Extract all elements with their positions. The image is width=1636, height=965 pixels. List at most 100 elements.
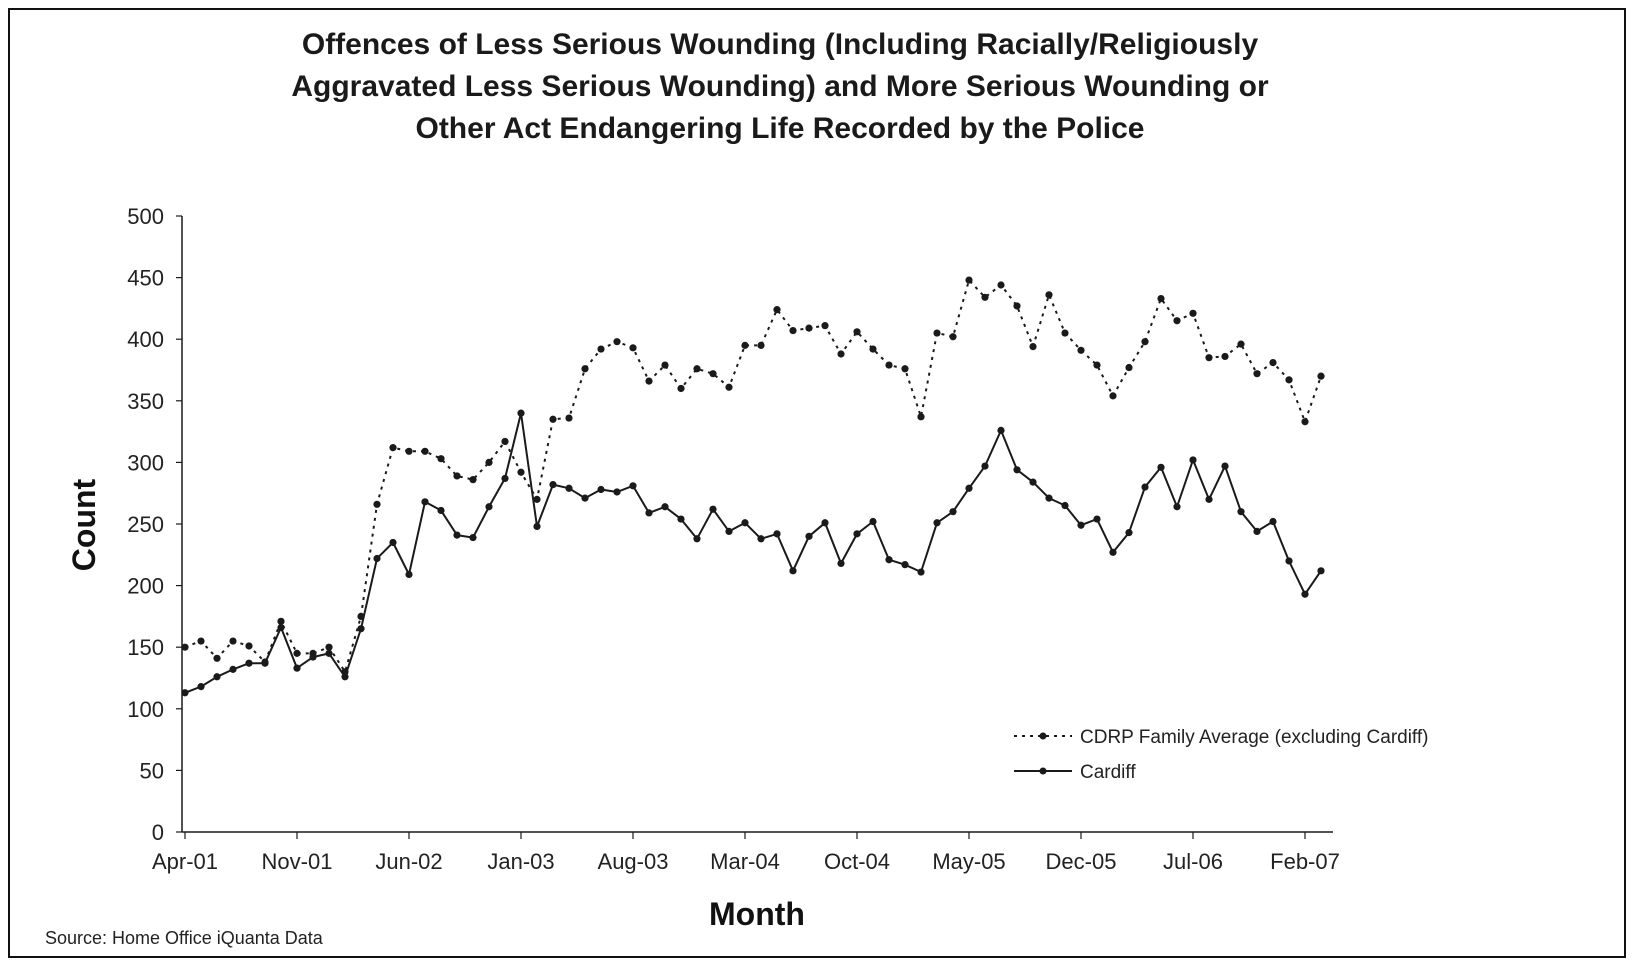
cdrp-point bbox=[1269, 359, 1277, 367]
cardiff-point bbox=[853, 530, 861, 538]
cdrp-point bbox=[453, 472, 461, 480]
cdrp-point bbox=[1237, 340, 1245, 348]
cdrp-point bbox=[741, 341, 749, 349]
cdrp-point bbox=[389, 444, 397, 452]
cdrp-point bbox=[853, 328, 861, 336]
y-axis-title: Count bbox=[66, 478, 102, 571]
cdrp-point bbox=[597, 345, 605, 353]
x-tick-label: Apr-01 bbox=[152, 849, 218, 874]
y-tick-label: 100 bbox=[127, 697, 164, 722]
cdrp-point bbox=[917, 413, 925, 421]
chart-frame bbox=[8, 8, 1626, 958]
x-tick-label: Jan-03 bbox=[487, 849, 554, 874]
cdrp-point bbox=[565, 414, 573, 422]
y-tick-label: 500 bbox=[127, 204, 164, 229]
cdrp-point bbox=[373, 500, 381, 508]
cardiff-point bbox=[485, 503, 493, 511]
cdrp-point bbox=[1061, 329, 1069, 337]
x-tick-label: Nov-01 bbox=[262, 849, 333, 874]
x-tick-label: Mar-04 bbox=[710, 849, 780, 874]
cardiff-point bbox=[773, 530, 781, 538]
cardiff-point bbox=[613, 488, 621, 496]
cardiff-point bbox=[437, 506, 445, 515]
cardiff-point bbox=[421, 498, 429, 506]
legend-marker-cardiff bbox=[1039, 767, 1047, 775]
cdrp-point bbox=[709, 370, 717, 378]
cdrp-point bbox=[869, 345, 877, 353]
cdrp-point bbox=[1285, 376, 1293, 384]
cardiff-line bbox=[184, 412, 1322, 694]
cardiff-point bbox=[341, 673, 349, 681]
x-tick-label: Aug-03 bbox=[598, 849, 669, 874]
cardiff-point bbox=[293, 664, 301, 672]
cardiff-point bbox=[565, 484, 573, 492]
x-tick-label: May-05 bbox=[932, 849, 1005, 874]
cdrp-point bbox=[1173, 317, 1181, 325]
x-axis-title: Month bbox=[709, 896, 805, 932]
cdrp-point bbox=[325, 643, 333, 651]
cardiff-point bbox=[677, 515, 685, 523]
legend-label-cardiff: Cardiff bbox=[1080, 762, 1136, 783]
cdrp-point bbox=[277, 617, 285, 625]
cardiff-point bbox=[373, 554, 381, 563]
cardiff-point bbox=[1317, 567, 1325, 575]
cardiff-point bbox=[357, 625, 365, 633]
cdrp-point bbox=[1029, 342, 1037, 351]
cardiff-point bbox=[181, 689, 189, 697]
y-tick-label: 250 bbox=[127, 512, 164, 537]
cardiff-point bbox=[1141, 483, 1149, 491]
cdrp-point bbox=[837, 350, 845, 358]
cardiff-point bbox=[581, 494, 589, 502]
cardiff-point bbox=[325, 649, 333, 657]
cdrp-point bbox=[1077, 346, 1085, 354]
cardiff-point bbox=[1109, 548, 1117, 556]
cardiff-point bbox=[1157, 463, 1165, 471]
cdrp-point bbox=[501, 437, 509, 446]
cardiff-point bbox=[1045, 494, 1053, 502]
chart-title-line-2: Aggravated Less Serious Wounding) and Mo… bbox=[291, 70, 1269, 103]
cardiff-point bbox=[1013, 466, 1021, 474]
x-tick-label: Dec-05 bbox=[1046, 849, 1117, 874]
cardiff-point bbox=[805, 532, 813, 540]
cdrp-point bbox=[1125, 363, 1133, 372]
cdrp-point bbox=[693, 365, 701, 373]
cdrp-point bbox=[1157, 294, 1165, 303]
cardiff-point bbox=[693, 535, 701, 543]
cdrp-point bbox=[1317, 372, 1325, 380]
chart-title-line-1: Offences of Less Serious Wounding (Inclu… bbox=[302, 28, 1259, 61]
cdrp-point bbox=[1093, 361, 1101, 369]
cardiff-point bbox=[965, 484, 973, 492]
cdrp-point bbox=[1013, 302, 1021, 310]
cardiff-point bbox=[1205, 495, 1213, 503]
cardiff-point bbox=[309, 653, 317, 661]
cdrp-point bbox=[213, 654, 221, 662]
cardiff-point bbox=[821, 519, 829, 527]
cardiff-point bbox=[917, 568, 925, 576]
cardiff-point bbox=[997, 426, 1005, 434]
cdrp-point bbox=[1189, 309, 1197, 317]
legend-marker-cdrp bbox=[1039, 732, 1047, 740]
cdrp-point bbox=[181, 643, 189, 651]
cardiff-point bbox=[1301, 590, 1309, 598]
cardiff-point bbox=[1125, 529, 1133, 537]
cdrp-point bbox=[661, 361, 669, 369]
cardiff-point bbox=[1093, 515, 1101, 523]
cdrp-point bbox=[1045, 291, 1053, 299]
cdrp-point bbox=[885, 361, 893, 369]
cardiff-point bbox=[661, 503, 669, 511]
cardiff-point bbox=[213, 673, 221, 681]
cardiff-point bbox=[629, 482, 637, 490]
legend: CDRP Family Average (excluding Cardiff) … bbox=[1014, 727, 1428, 783]
cdrp-point bbox=[549, 415, 557, 423]
cardiff-point bbox=[645, 509, 653, 517]
cdrp-point bbox=[1253, 370, 1261, 378]
cardiff-point bbox=[597, 485, 605, 494]
cdrp-point bbox=[677, 384, 685, 393]
cardiff-point bbox=[389, 538, 397, 547]
legend-label-cdrp: CDRP Family Average (excluding Cardiff) bbox=[1080, 727, 1428, 748]
source-note: Source: Home Office iQuanta Data bbox=[45, 928, 324, 948]
cdrp-point bbox=[485, 458, 493, 466]
cdrp-point bbox=[613, 338, 621, 346]
cdrp-line bbox=[184, 279, 1322, 673]
